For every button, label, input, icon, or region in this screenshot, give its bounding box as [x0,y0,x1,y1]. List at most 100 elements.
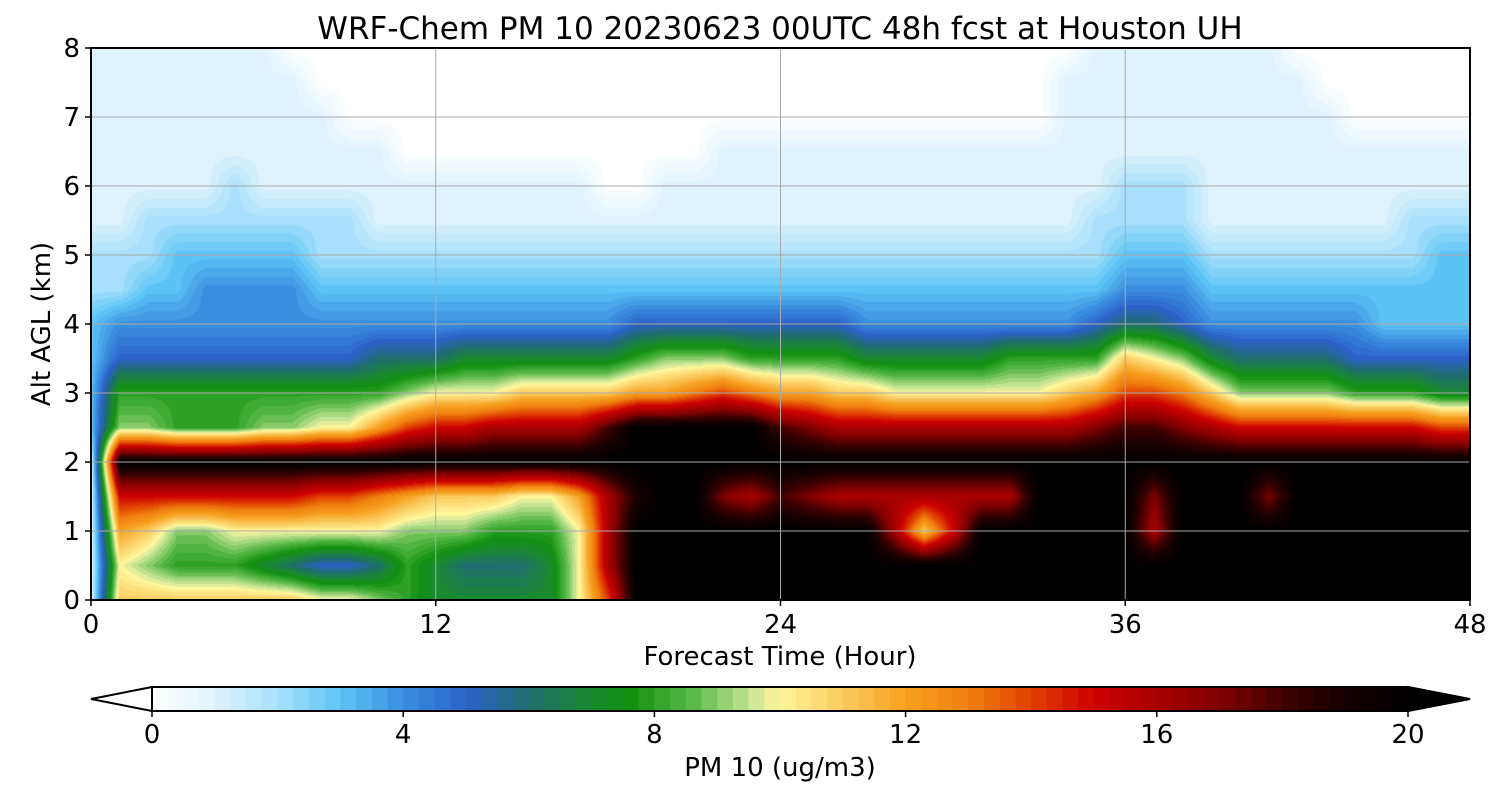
colorbar-swatch [560,687,577,711]
y-tick-label: 1 [63,517,80,547]
colorbar-swatch [748,687,765,711]
colorbar-swatch [183,687,200,711]
x-tick-label: 0 [83,610,100,640]
colorbar-swatch [1203,687,1221,711]
colorbar-swatch [1078,687,1095,711]
colorbar-swatch [780,687,797,711]
colorbar-swatch [968,687,985,711]
colorbar-swatch [1172,687,1189,711]
colorbar-swatch [654,687,671,711]
colorbar-swatch [858,687,875,711]
colorbar-swatch [1345,687,1362,711]
colorbar-swatch [811,687,828,711]
colorbar-tick-label: 8 [646,720,663,750]
colorbar-swatch [874,687,891,711]
colorbar-swatch [481,687,498,711]
colorbar-swatch [685,687,703,711]
y-axis-ticks: 0 1 2 3 4 5 6 7 8 [63,34,91,616]
colorbar-swatch [1266,687,1283,711]
x-tick-label: 48 [1453,610,1486,640]
colorbar-frame [151,686,1409,712]
colorbar-swatch [387,687,404,711]
colorbar-swatch [984,687,1001,711]
colorbar-swatch [277,687,294,711]
x-tick-label: 24 [764,610,797,640]
colorbar-swatch [434,687,451,711]
colorbar-swatch [1141,687,1158,711]
colorbar-swatch [371,687,389,711]
colorbar-swatch [167,687,184,711]
colorbar-swatch [623,687,640,711]
colorbar-label: PM 10 (ug/m3) [684,753,876,783]
colorbar-swatch [1392,687,1409,711]
colorbar-swatch [937,687,954,711]
colorbar-swatch [701,687,718,711]
colorbar-swatch [1376,687,1393,711]
colorbar-swatch [1188,687,1205,711]
colorbar-swatch [230,687,247,711]
colorbar-swatch [1360,687,1378,711]
colorbar-swatch [261,687,279,711]
colorbar-swatch [309,687,326,711]
colorbar-swatch [246,687,263,711]
colorbar-swatch [732,687,750,711]
colorbar-tick-label: 20 [1391,720,1424,750]
colorbar-swatch [905,687,922,711]
colorbar-swatch [466,687,483,711]
y-axis-label: Alt AGL (km) [27,242,57,406]
colorbar-swatch [921,687,938,711]
colorbar-swatch [999,687,1017,711]
colorbar-swatch [513,687,530,711]
y-tick-label: 8 [63,34,80,64]
colorbar-swatch [340,687,357,711]
colorbar-swatch [1031,687,1048,711]
colorbar-swatch [795,687,812,711]
y-tick-label: 0 [63,586,80,616]
colorbar-swatch [450,687,467,711]
x-tick-label: 12 [419,610,452,640]
chart-title: WRF-Chem PM 10 20230623 00UTC 48h fcst a… [317,11,1242,47]
x-axis-label: Forecast Time (Hour) [643,642,916,672]
colorbar-swatch [544,687,561,711]
colorbar-min-extension [90,685,153,713]
colorbar-swatch [1251,687,1268,711]
colorbar-swatch [1046,687,1064,711]
colorbar-swatch [403,687,420,711]
colorbar-swatch [842,687,860,711]
colorbar-swatch [1298,687,1315,711]
colorbar-swatch [528,687,546,711]
colorbar-tick-label: 0 [144,720,161,750]
colorbar-swatch [1235,687,1252,711]
colorbar-swatch [1125,687,1142,711]
colorbar-swatch [670,687,687,711]
colorbar-swatch [152,687,169,711]
y-tick-label: 6 [63,172,80,202]
colorbar-max-extension [1407,685,1471,713]
colorbar-swatch [324,687,341,711]
colorbar-swatch [1313,687,1331,711]
y-tick-label: 5 [63,241,80,271]
colorbar-swatch [293,687,310,711]
y-tick-label: 2 [63,448,80,478]
colorbar-tick-labels: 0 4 8 12 16 20 [144,711,1425,750]
colorbar-swatches [152,687,1409,711]
colorbar-swatch [1094,687,1111,711]
colorbar-swatch [717,687,734,711]
colorbar-swatch [575,687,593,711]
colorbar-swatch [764,687,781,711]
colorbar-swatch [497,687,514,711]
colorbar-swatch [607,687,624,711]
colorbar-swatch [1156,687,1174,711]
colorbar-swatch [1062,687,1079,711]
x-axis-ticks: 0 12 24 36 48 [83,600,1487,640]
colorbar-swatch [591,687,608,711]
colorbar-swatch [1219,687,1236,711]
x-tick-label: 36 [1109,610,1142,640]
colorbar-swatch [199,687,216,711]
colorbar: 0 4 8 12 16 20 PM 10 (ug/m3) [90,685,1471,783]
y-tick-label: 3 [63,379,80,409]
colorbar-swatch [1329,687,1346,711]
colorbar-tick-label: 16 [1140,720,1173,750]
colorbar-swatch [1109,687,1126,711]
